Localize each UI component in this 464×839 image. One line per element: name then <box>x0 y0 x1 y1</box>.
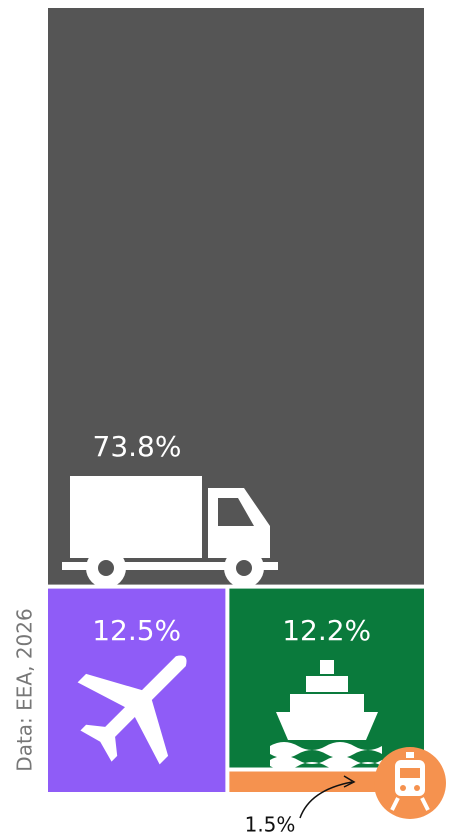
annotation-arrow <box>299 781 353 819</box>
value-label: 12.2% <box>282 614 371 647</box>
value-label: 73.8% <box>93 430 182 463</box>
source: Data: EEA, 2026 <box>13 608 37 771</box>
truck-icon <box>62 476 278 588</box>
plane-icon <box>77 655 187 765</box>
train-icon <box>374 747 446 819</box>
ship-icon <box>270 660 382 770</box>
arrow-head <box>343 775 356 788</box>
treemap <box>48 8 424 792</box>
value-label: 1.5% <box>245 813 296 837</box>
value-label: 12.5% <box>92 614 181 647</box>
